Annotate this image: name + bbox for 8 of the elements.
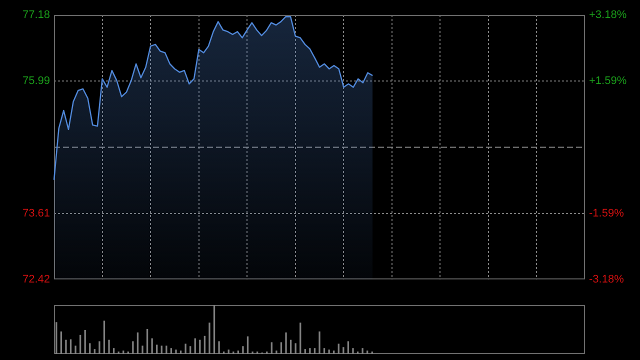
y-tick-label: 75.99 bbox=[22, 75, 50, 88]
y-tick-label: 77.18 bbox=[22, 9, 50, 22]
y2-tick-label: -1.59% bbox=[589, 207, 624, 220]
y2-tick-label: +1.59% bbox=[589, 75, 627, 88]
y2-tick-label: +3.18% bbox=[589, 9, 627, 22]
y-tick-label: 72.42 bbox=[22, 273, 50, 286]
y-tick-label: 73.61 bbox=[22, 207, 50, 220]
y2-tick-label: -3.18% bbox=[589, 273, 624, 286]
